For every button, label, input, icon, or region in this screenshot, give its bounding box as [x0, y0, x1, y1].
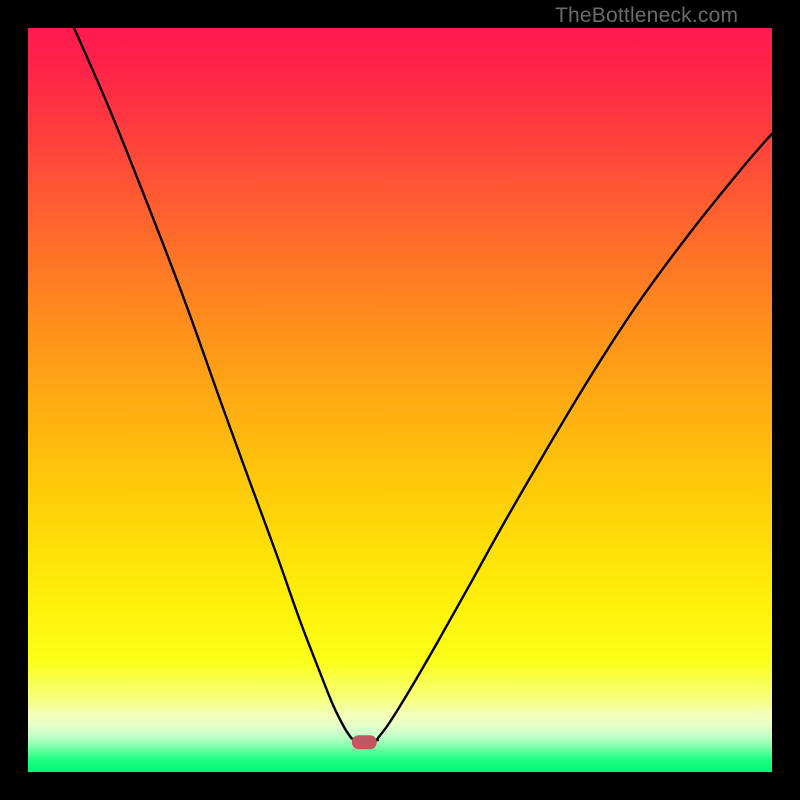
watermark-text: TheBottleneck.com — [555, 4, 738, 28]
plot-area — [28, 28, 772, 772]
chart-background — [28, 28, 772, 772]
optimal-marker — [352, 735, 377, 749]
chart-svg — [28, 28, 772, 772]
